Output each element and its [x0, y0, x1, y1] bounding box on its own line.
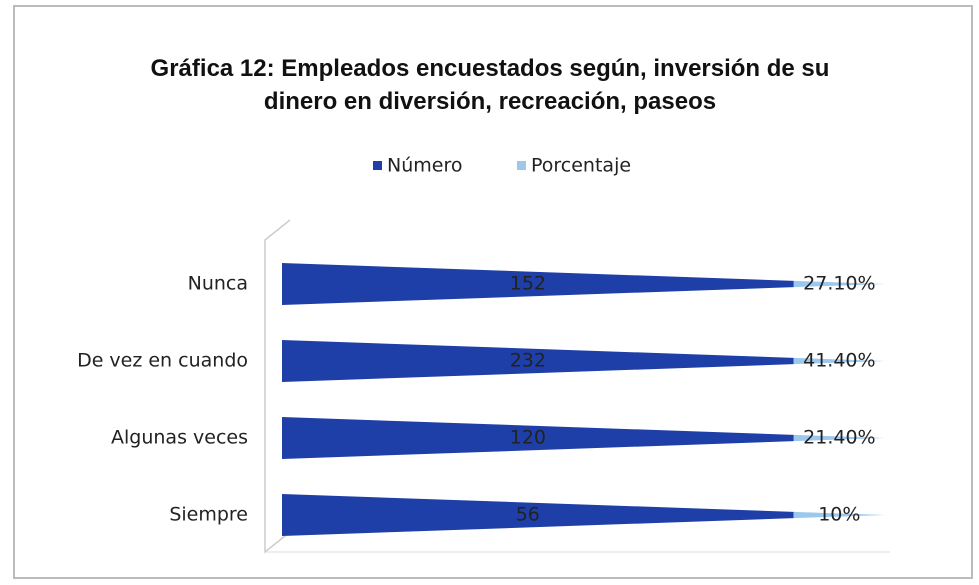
data-label: 56 [516, 504, 540, 526]
y-tick-label: Algunas veces [111, 427, 248, 449]
legend-label: Porcentaje [531, 155, 631, 177]
bar-segment [282, 263, 794, 305]
bar-segment [793, 280, 885, 288]
chart-frame [13, 5, 973, 579]
bar-segment [793, 357, 885, 365]
back-wall [264, 219, 291, 554]
y-tick-label: Siempre [169, 504, 248, 526]
data-label: 120 [510, 427, 546, 449]
data-label: 27.10% [803, 273, 875, 295]
y-tick-label: Nunca [188, 273, 248, 295]
bar-segment [793, 434, 885, 442]
bar-segment [282, 340, 794, 382]
bar-segment [282, 417, 794, 459]
data-label: 10% [818, 504, 860, 526]
y-tick-label: De vez en cuando [77, 350, 248, 372]
data-label: 21.40% [803, 427, 875, 449]
bar-segment [793, 511, 885, 519]
data-label: 152 [510, 273, 546, 295]
legend-label: Número [387, 155, 462, 177]
bar-segment [282, 494, 794, 536]
data-label: 41.40% [803, 350, 875, 372]
legend-swatch [517, 161, 526, 170]
data-label: 232 [510, 350, 546, 372]
legend-swatch [373, 161, 382, 170]
chart-title: Gráfica 12: Empleados encuestados según,… [150, 55, 830, 115]
